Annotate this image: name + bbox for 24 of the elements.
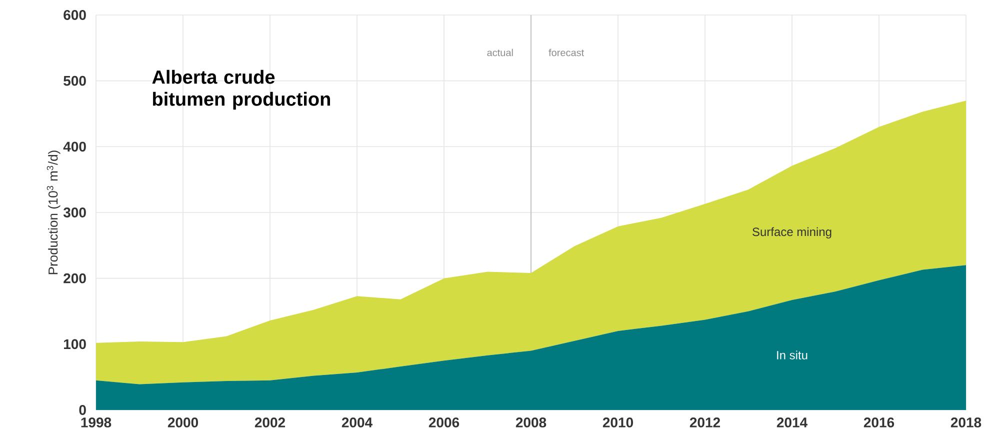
x-tick-label: 2012: [690, 418, 720, 428]
x-tick-label: 2000: [168, 418, 198, 428]
text: Alberta crude bitumen production: [152, 70, 330, 110]
y-tick-label: 500: [64, 76, 86, 86]
x-tick-label: 2016: [864, 418, 894, 428]
x-tick-label: 2006: [428, 418, 460, 428]
x-tick-label: 2018: [950, 418, 982, 428]
y-tick-label: 400: [63, 142, 86, 152]
x-tick-label: 2008: [516, 418, 546, 428]
x-tick-label: 2004: [342, 418, 373, 428]
x-tick-label: 2002: [254, 418, 286, 428]
y-tick-label: 0: [79, 405, 86, 415]
x-tick-label: 1998: [81, 418, 112, 428]
y-tick-label: 200: [64, 273, 86, 284]
annotation: forecast: [548, 48, 584, 56]
y-tick-label: 300: [63, 208, 86, 218]
y-tick-label: 100: [64, 339, 86, 350]
annotation: actual: [487, 48, 513, 56]
x-tick-label: 2010: [602, 418, 633, 428]
series-label: In situ: [777, 350, 808, 360]
y-axis-title: Production (10$^{3}$ m$^{3}$/d): [46, 150, 60, 274]
series-label: Surface mining: [752, 227, 832, 238]
y-tick-label: 600: [64, 10, 86, 20]
x-tick-label: 2014: [776, 418, 808, 428]
